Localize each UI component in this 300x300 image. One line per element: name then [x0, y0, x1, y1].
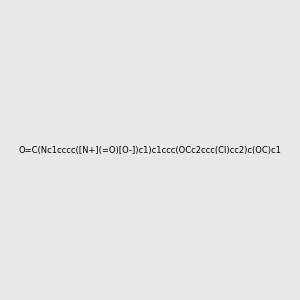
- Text: O=C(Nc1cccc([N+](=O)[O-])c1)c1ccc(OCc2ccc(Cl)cc2)c(OC)c1: O=C(Nc1cccc([N+](=O)[O-])c1)c1ccc(OCc2cc…: [19, 146, 281, 154]
